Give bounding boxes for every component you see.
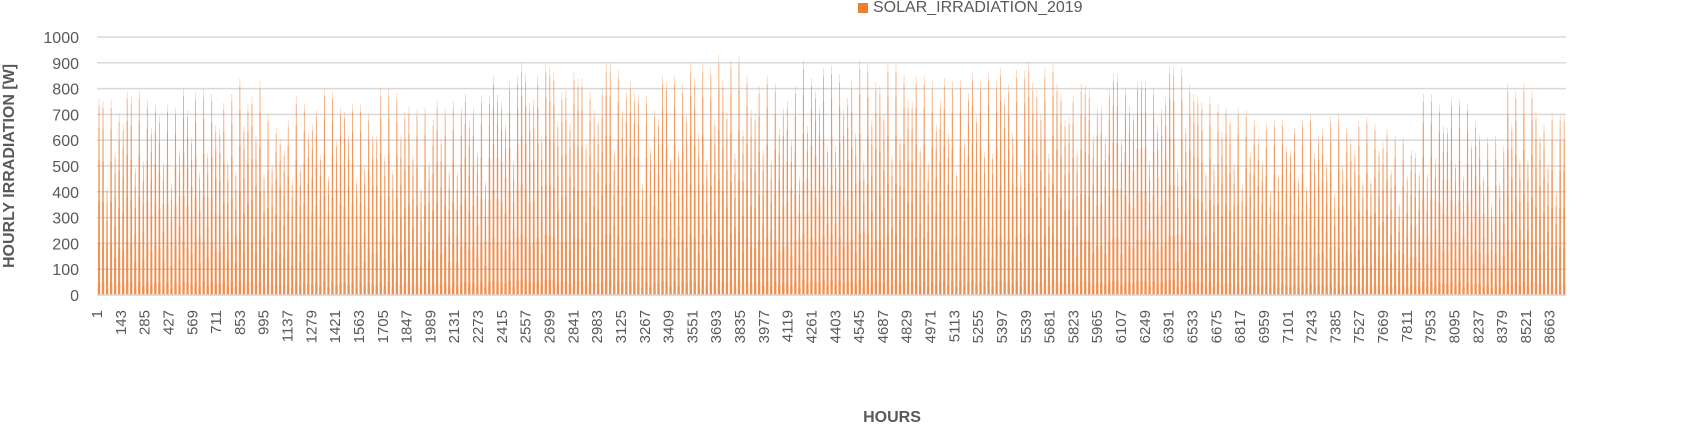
x-tick-label: 853: [232, 310, 249, 335]
legend-label: SOLAR_IRRADIATION_2019: [873, 0, 1083, 16]
x-axis-title: HOURS: [863, 409, 921, 426]
x-tick-label: 6107: [1113, 310, 1130, 343]
y-tick-label: 300: [52, 211, 79, 228]
x-tick-label: 7527: [1351, 310, 1368, 343]
x-tick-label: 4687: [875, 310, 892, 343]
x-tick-label: 6959: [1256, 310, 1273, 343]
y-tick-label: 800: [52, 82, 79, 99]
x-tick-label: 285: [137, 310, 154, 335]
x-tick-label: 7101: [1280, 310, 1297, 343]
y-tick-label: 500: [52, 159, 79, 176]
x-tick-label: 1279: [303, 310, 320, 343]
x-tick-label: 6533: [1185, 310, 1202, 343]
x-tick-label: 8521: [1518, 310, 1535, 343]
y-tick-label: 0: [70, 288, 79, 305]
x-tick-label: 4545: [851, 310, 868, 343]
y-tick-label: 400: [52, 185, 79, 202]
y-tick-label: 900: [52, 56, 79, 73]
x-tick-label: 1137: [280, 310, 297, 342]
x-tick-label: 1: [89, 310, 106, 318]
x-tick-label: 2415: [494, 310, 511, 343]
x-tick-label: 7811: [1399, 310, 1416, 342]
x-tick-label: 4829: [899, 310, 916, 343]
x-tick-label: 2841: [565, 310, 582, 343]
x-tick-label: 2273: [470, 310, 487, 343]
x-tick-label: 8095: [1446, 310, 1463, 343]
y-axis-title: HOURLY IRRADIATION [W]: [1, 63, 18, 268]
x-tick-label: 2983: [589, 310, 606, 343]
x-tick-label: 1421: [327, 310, 344, 343]
x-tick-label: 3835: [732, 310, 749, 343]
x-tick-label: 5823: [1065, 310, 1082, 343]
x-tick-label: 3551: [684, 310, 701, 343]
x-tick-label: 5681: [1042, 310, 1059, 343]
x-tick-label: 6249: [1137, 310, 1154, 343]
x-tick-label: 3267: [637, 310, 654, 343]
x-tick-label: 2699: [541, 310, 558, 343]
x-tick-label: 4403: [827, 310, 844, 343]
x-axis-title-wrap: HOURS: [0, 409, 1688, 427]
x-tick-label: 995: [256, 310, 273, 335]
x-tick-label: 8237: [1470, 310, 1487, 343]
x-tick-label: 5255: [970, 310, 987, 343]
y-tick-label: 200: [52, 236, 79, 253]
x-tick-label: 5113: [946, 310, 963, 342]
legend-swatch: [858, 3, 868, 13]
x-tick-label: 7385: [1327, 310, 1344, 343]
x-tick-label: 569: [184, 310, 201, 335]
x-tick-label: 3125: [613, 310, 630, 343]
x-tick-label: 1847: [399, 310, 416, 343]
x-tick-label: 1989: [422, 310, 439, 343]
x-tick-label: 8379: [1494, 310, 1511, 343]
y-tick-label: 700: [52, 107, 79, 124]
x-tick-label: 1563: [351, 310, 368, 343]
x-tick-label: 1705: [375, 310, 392, 343]
x-tick-label: 8663: [1542, 310, 1559, 343]
x-tick-label: 4971: [923, 310, 940, 343]
x-tick-label: 143: [113, 310, 130, 335]
x-tick-label: 3409: [661, 310, 678, 343]
y-tick-label: 100: [52, 262, 79, 279]
x-tick-label: 5965: [1089, 310, 1106, 343]
x-tick-label: 7243: [1304, 310, 1321, 343]
x-tick-label: 2131: [446, 310, 463, 343]
x-tick-label: 3693: [708, 310, 725, 343]
x-tick-label: 2557: [518, 310, 535, 343]
x-tick-label: 4119: [780, 310, 797, 342]
x-tick-label: 427: [160, 310, 177, 335]
x-tick-label: 3977: [756, 310, 773, 343]
series-bars: [97, 55, 1566, 295]
x-tick-label: 6391: [1161, 310, 1178, 343]
x-tick-label: 7669: [1375, 310, 1392, 343]
x-tick-label: 5539: [1018, 310, 1035, 343]
x-tick-label: 4261: [803, 310, 820, 343]
x-tick-label: 6675: [1208, 310, 1225, 343]
x-tick-label: 6817: [1232, 310, 1249, 343]
x-tick-label: 5397: [994, 310, 1011, 343]
legend: SOLAR_IRRADIATION_2019: [858, 0, 1083, 16]
x-tick-label: 7953: [1423, 310, 1440, 343]
y-axis-title-wrap: HOURLY IRRADIATION [W]: [1, 64, 19, 268]
y-tick-label: 1000: [43, 30, 79, 47]
y-tick-label: 600: [52, 133, 79, 150]
x-tick-label: 711: [208, 310, 225, 334]
